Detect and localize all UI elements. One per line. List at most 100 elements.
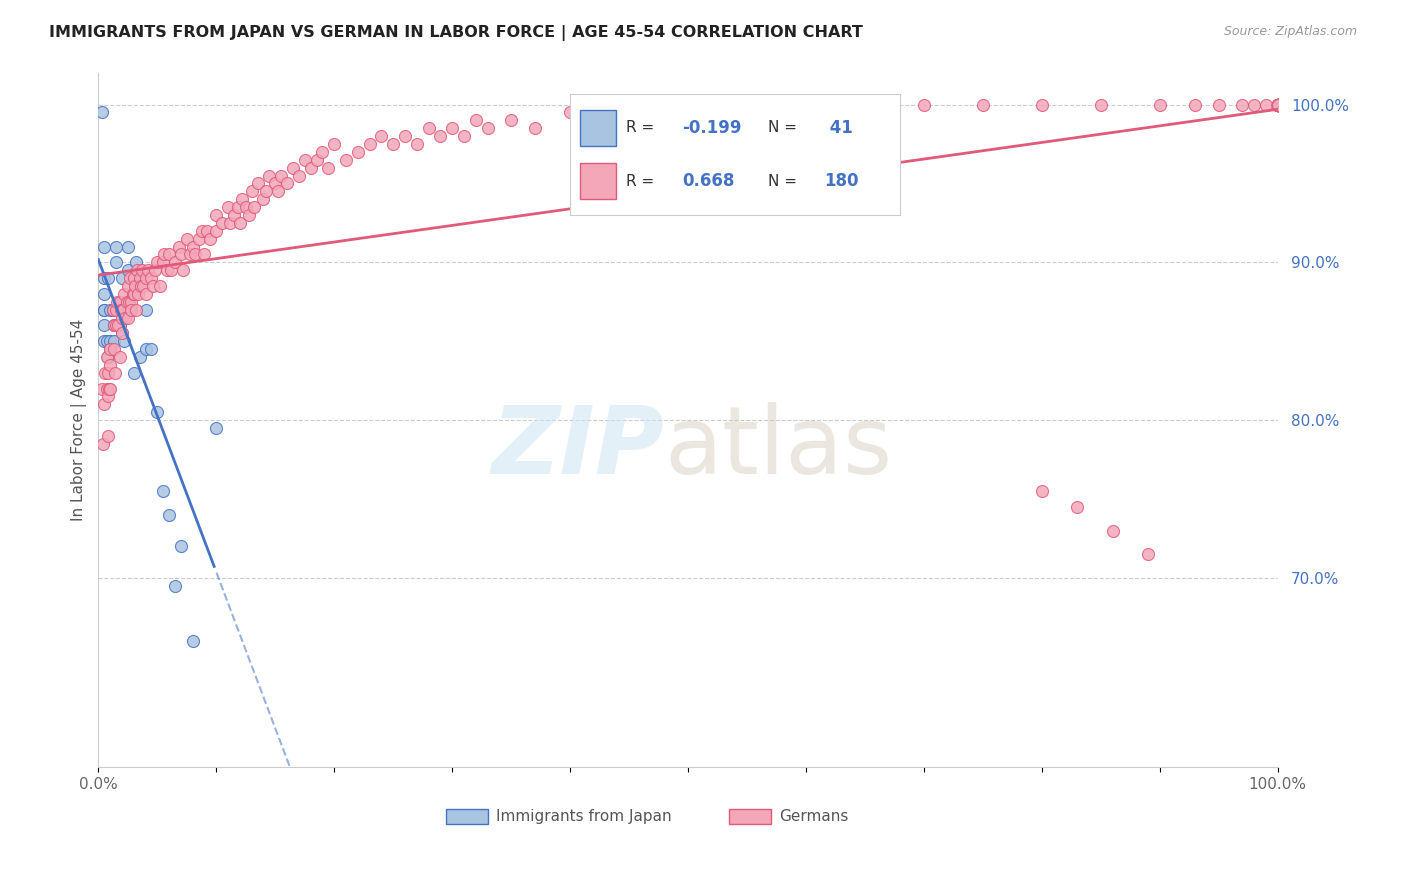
- Point: [98, 382, 121, 396]
- Point: [226, 200, 249, 214]
- Point: [346, 145, 368, 159]
- Point: [1267, 97, 1289, 112]
- Point: [124, 279, 146, 293]
- Point: [149, 279, 172, 293]
- Point: [120, 271, 142, 285]
- Point: [112, 334, 135, 348]
- Point: [98, 358, 121, 372]
- Point: [240, 184, 263, 198]
- Point: [276, 177, 298, 191]
- Point: [1267, 97, 1289, 112]
- Point: [170, 539, 193, 553]
- Point: [90, 105, 112, 120]
- Point: [105, 294, 128, 309]
- Point: [179, 247, 201, 261]
- Point: [235, 200, 257, 214]
- Point: [1267, 97, 1289, 112]
- Point: [217, 200, 239, 214]
- Point: [1208, 97, 1230, 112]
- Point: [97, 429, 120, 443]
- Point: [676, 97, 699, 112]
- Point: [93, 302, 115, 317]
- Point: [184, 247, 207, 261]
- Point: [1267, 97, 1289, 112]
- Point: [90, 382, 112, 396]
- Point: [191, 224, 214, 238]
- Point: [146, 405, 169, 419]
- Point: [103, 318, 125, 333]
- Point: [97, 271, 120, 285]
- Point: [103, 318, 125, 333]
- Point: [172, 263, 194, 277]
- Point: [1267, 97, 1289, 112]
- FancyBboxPatch shape: [446, 809, 488, 824]
- Point: [1031, 97, 1053, 112]
- Point: [1066, 500, 1088, 514]
- Point: [246, 177, 269, 191]
- Point: [125, 302, 148, 317]
- Point: [1267, 97, 1289, 112]
- Point: [630, 105, 652, 120]
- Point: [127, 286, 149, 301]
- Point: [141, 271, 163, 285]
- Point: [127, 263, 149, 277]
- Point: [270, 169, 292, 183]
- Point: [156, 263, 179, 277]
- Text: Immigrants from Japan: Immigrants from Japan: [496, 809, 672, 824]
- Point: [1267, 97, 1289, 112]
- Point: [441, 121, 464, 136]
- Point: [117, 310, 139, 325]
- Point: [176, 232, 198, 246]
- Point: [163, 255, 186, 269]
- Point: [243, 200, 266, 214]
- Point: [1090, 97, 1112, 112]
- Point: [132, 279, 155, 293]
- Point: [1267, 97, 1289, 112]
- Point: [135, 271, 157, 285]
- Point: [122, 271, 145, 285]
- Point: [93, 397, 115, 411]
- Point: [1267, 97, 1289, 112]
- Point: [115, 294, 138, 309]
- Point: [143, 263, 166, 277]
- Point: [93, 239, 115, 253]
- Point: [111, 326, 134, 341]
- Point: [205, 421, 228, 435]
- Point: [135, 302, 157, 317]
- Point: [1267, 97, 1289, 112]
- Point: [108, 318, 131, 333]
- Point: [93, 271, 115, 285]
- Point: [1267, 97, 1289, 112]
- Point: [146, 255, 169, 269]
- Point: [160, 263, 183, 277]
- Point: [111, 310, 134, 325]
- Point: [117, 279, 139, 293]
- Point: [464, 113, 486, 128]
- Point: [118, 294, 141, 309]
- Point: [288, 169, 311, 183]
- Point: [111, 302, 134, 317]
- Point: [266, 184, 288, 198]
- Point: [853, 97, 876, 112]
- Point: [193, 247, 215, 261]
- Point: [1267, 97, 1289, 112]
- Point: [238, 208, 260, 222]
- Point: [205, 208, 228, 222]
- Y-axis label: In Labor Force | Age 45-54: In Labor Force | Age 45-54: [72, 319, 87, 521]
- Point: [97, 366, 120, 380]
- Point: [1267, 97, 1289, 112]
- Point: [429, 129, 451, 144]
- Point: [120, 302, 142, 317]
- Point: [1267, 97, 1289, 112]
- Point: [105, 318, 128, 333]
- Point: [735, 105, 758, 120]
- Point: [1031, 484, 1053, 499]
- Point: [101, 302, 124, 317]
- Point: [120, 302, 142, 317]
- FancyBboxPatch shape: [730, 809, 770, 824]
- Point: [264, 177, 287, 191]
- Point: [111, 326, 134, 341]
- Point: [93, 318, 115, 333]
- Point: [91, 436, 114, 450]
- Point: [128, 350, 150, 364]
